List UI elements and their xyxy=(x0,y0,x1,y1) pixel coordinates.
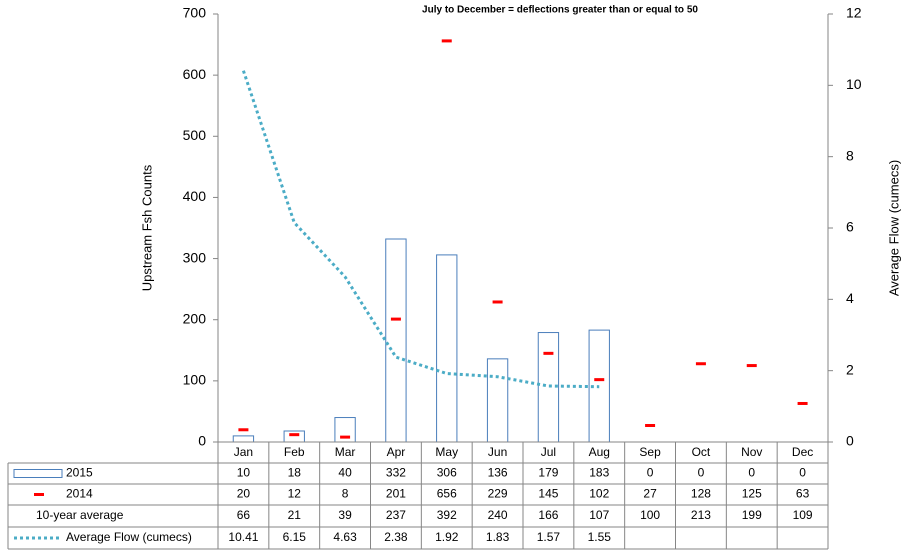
table-value: 1.92 xyxy=(435,530,459,544)
table-value: 199 xyxy=(742,508,762,522)
y2-tick-label: 0 xyxy=(846,433,854,449)
x-tick-label: Apr xyxy=(387,445,406,459)
y-tick-label: 200 xyxy=(183,310,207,326)
table-value: 66 xyxy=(237,508,251,522)
table-value: 12 xyxy=(288,487,302,501)
table-value: 21 xyxy=(288,508,302,522)
table-value: 179 xyxy=(538,466,558,480)
legend-label: 2015 xyxy=(66,466,93,480)
x-tick-label: Jul xyxy=(541,445,556,459)
y2-tick-label: 8 xyxy=(846,147,854,163)
y-tick-label: 700 xyxy=(183,5,207,21)
table-value: 392 xyxy=(437,508,457,522)
table-value: 0 xyxy=(748,466,755,480)
table-value: 27 xyxy=(643,487,657,501)
table-value: 0 xyxy=(799,466,806,480)
x-tick-label: Aug xyxy=(589,445,610,459)
table-value: 100 xyxy=(640,508,660,522)
y2-tick-label: 4 xyxy=(846,290,854,306)
table-value: 8 xyxy=(342,487,349,501)
x-tick-label: Mar xyxy=(335,445,356,459)
table-value: 40 xyxy=(338,466,352,480)
table-value: 166 xyxy=(538,508,558,522)
table-value: 10 xyxy=(237,466,251,480)
table-value: 183 xyxy=(589,466,609,480)
y-tick-label: 500 xyxy=(183,127,207,143)
table-value: 107 xyxy=(589,508,609,522)
table-value: 306 xyxy=(437,466,457,480)
table-value: 656 xyxy=(437,487,457,501)
table-value: 10.41 xyxy=(228,530,258,544)
table-value: 0 xyxy=(698,466,705,480)
table-value: 109 xyxy=(793,508,813,522)
x-tick-label: Jan xyxy=(234,445,253,459)
y2-axis-label: Average Flow (cumecs) xyxy=(886,160,901,296)
x-tick-label: Sep xyxy=(639,445,661,459)
bar xyxy=(436,254,458,443)
y-tick-label: 600 xyxy=(183,66,207,82)
table-value: 0 xyxy=(647,466,654,480)
x-tick-label: Jun xyxy=(488,445,507,459)
table-value: 1.57 xyxy=(537,530,561,544)
x-tick-label: Nov xyxy=(741,445,762,459)
table-value: 145 xyxy=(538,487,558,501)
flow-line xyxy=(241,70,600,389)
y-tick-label: 0 xyxy=(198,433,206,449)
legend-label: 10-year average xyxy=(36,508,124,522)
bar xyxy=(232,435,255,443)
bar xyxy=(385,238,407,443)
y-tick-label: 100 xyxy=(183,372,207,388)
y2-tick-label: 6 xyxy=(846,219,854,235)
table-value: 201 xyxy=(386,487,406,501)
table-value: 39 xyxy=(338,508,352,522)
x-tick-label: May xyxy=(435,445,458,459)
bar xyxy=(486,358,509,443)
table-value: 332 xyxy=(386,466,406,480)
x-tick-label: Dec xyxy=(792,445,813,459)
table-value: 6.15 xyxy=(283,530,307,544)
table-value: 102 xyxy=(589,487,609,501)
legend-symbol xyxy=(13,469,63,478)
table-value: 1.55 xyxy=(588,530,612,544)
table-value: 125 xyxy=(742,487,762,501)
table-value: 237 xyxy=(386,508,406,522)
table-value: 2.38 xyxy=(384,530,408,544)
legend-label: 2014 xyxy=(66,487,93,501)
table-value: 136 xyxy=(488,466,508,480)
y-axis-label: Upstream Fsh Counts xyxy=(139,164,154,291)
y-tick-label: 400 xyxy=(183,188,207,204)
table-value: 4.63 xyxy=(333,530,357,544)
y-tick-label: 300 xyxy=(183,249,207,265)
y2-tick-label: 10 xyxy=(846,76,862,92)
legend-label: Average Flow (cumecs) xyxy=(66,530,192,544)
table-value: 229 xyxy=(488,487,508,501)
y2-tick-label: 12 xyxy=(846,5,862,21)
y2-tick-label: 2 xyxy=(846,361,854,377)
table-value: 240 xyxy=(488,508,508,522)
x-tick-label: Feb xyxy=(284,445,305,459)
table-value: 18 xyxy=(288,466,302,480)
table-value: 20 xyxy=(237,487,251,501)
table-value: 63 xyxy=(796,487,810,501)
bar xyxy=(283,430,305,443)
chart-title: July to December = deflections greater t… xyxy=(422,5,698,16)
table-value: 128 xyxy=(691,487,711,501)
table-value: 213 xyxy=(691,508,711,522)
table-value: 1.83 xyxy=(486,530,510,544)
x-tick-label: Oct xyxy=(692,445,711,459)
